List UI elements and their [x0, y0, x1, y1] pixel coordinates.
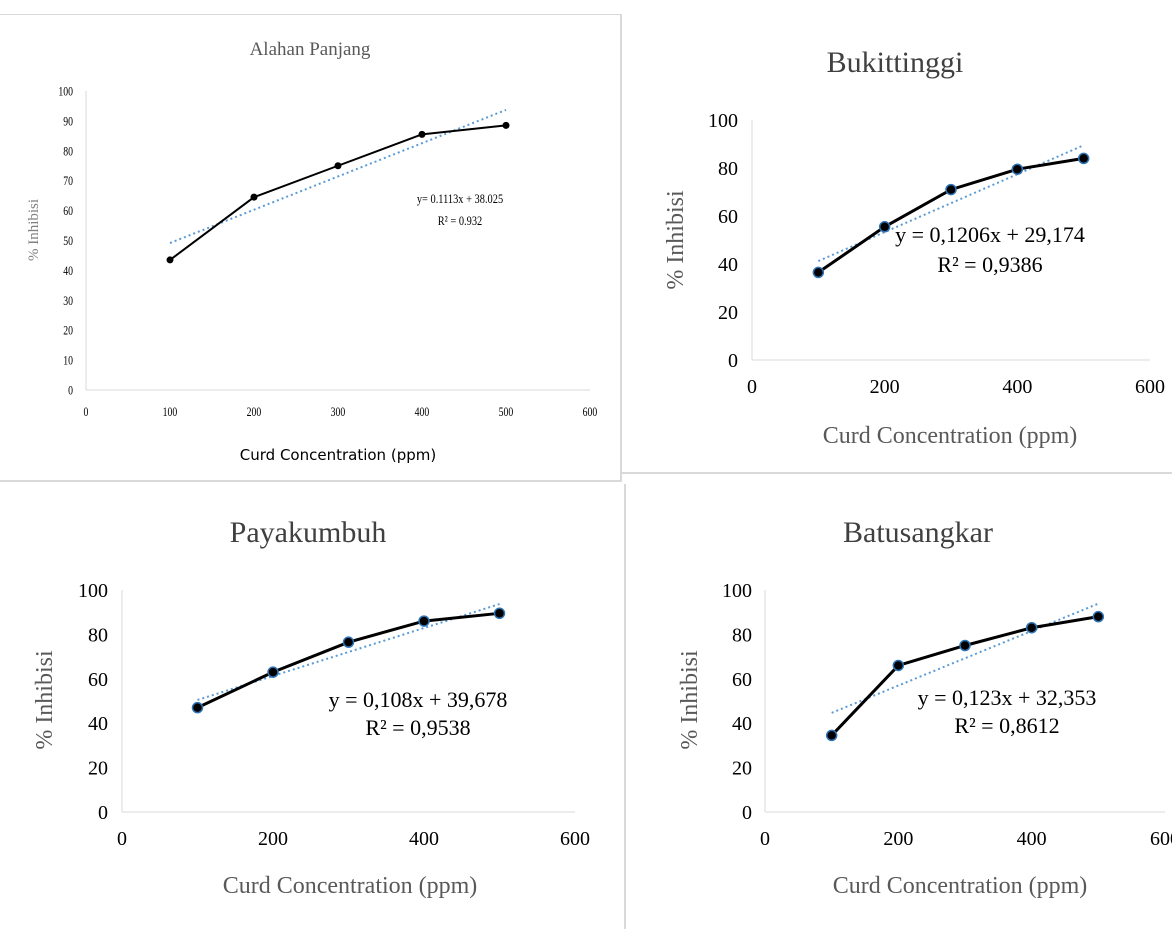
y-tick-label: 80 — [732, 624, 752, 646]
data-point — [334, 162, 342, 170]
y-tick-label: 20 — [718, 302, 738, 324]
data-point — [825, 729, 838, 742]
y-tick-label: 60 — [88, 669, 108, 691]
x-tick-label: 300 — [331, 406, 346, 420]
data-point — [250, 193, 258, 201]
y-axis-label: % Inhibisi — [677, 650, 703, 750]
y-tick-label: 0 — [728, 350, 738, 372]
chart-title: Batusangkar — [843, 516, 993, 549]
x-tick-label: 200 — [870, 376, 900, 398]
y-tick-label: 0 — [68, 384, 73, 398]
y-tick-label: 80 — [88, 624, 108, 646]
y-tick-label: 50 — [63, 235, 73, 249]
x-tick-label: 400 — [409, 828, 439, 850]
trend-equation: y = 0,1206x + 29,174 — [895, 222, 1085, 247]
data-point — [892, 659, 905, 672]
trendline — [831, 602, 1099, 714]
chart-batusangkar: Batusangkar 0 200 400 600 0 20 40 60 80 100 Curd Co… — [677, 516, 1172, 899]
data-point — [418, 615, 430, 627]
r-squared: R² = 0,9538 — [365, 715, 470, 740]
x-axis-label: Curd Concentration (ppm) — [240, 446, 436, 464]
y-tick-label: 20 — [88, 758, 108, 780]
x-axis-label: Curd Concentration (ppm) — [223, 873, 478, 899]
x-tick-label: 400 — [415, 406, 430, 420]
divider-vertical-bottom — [624, 484, 626, 929]
x-tick-label: 500 — [499, 406, 514, 420]
data-point — [1077, 152, 1090, 165]
chart-alahan-panjang: Alahan Panjang 0 100 200 300 400 500 600 0 10 20 30… — [26, 39, 598, 464]
data-point — [945, 183, 957, 196]
y-tick-label: 40 — [718, 254, 738, 276]
x-tick-label: 100 — [163, 406, 178, 420]
x-tick-label: 400 — [1002, 376, 1032, 398]
y-tick-label: 80 — [63, 145, 73, 159]
trend-equation: y= 0.1113x + 38.025 — [417, 192, 503, 206]
data-point — [959, 639, 971, 652]
x-tick-label: 0 — [747, 376, 757, 398]
data-point — [191, 701, 204, 714]
x-tick-label: 600 — [1150, 828, 1172, 850]
y-tick-label: 70 — [63, 175, 73, 189]
divider-vertical-top — [620, 14, 622, 480]
data-point — [878, 221, 891, 233]
data-point — [812, 266, 825, 279]
y-tick-label: 40 — [732, 713, 752, 735]
divider-horizontal-top-left — [0, 480, 622, 482]
data-point — [1092, 610, 1105, 623]
data-point — [1025, 621, 1038, 634]
x-tick-label: 200 — [247, 406, 262, 420]
chart-payakumbuh: Payakumbuh 0 200 400 600 0 20 40 60 80 100 Curd Con… — [32, 516, 590, 899]
x-tick-label: 400 — [1017, 828, 1047, 850]
y-tick-label: 20 — [63, 325, 73, 339]
x-tick-label: 600 — [560, 828, 590, 850]
y-tick-label: 0 — [742, 802, 752, 824]
data-point — [267, 666, 279, 678]
y-tick-label: 20 — [732, 758, 752, 780]
x-tick-label: 600 — [1135, 376, 1165, 398]
r-squared: R² = 0,9386 — [937, 252, 1042, 277]
x-tick-label: 600 — [583, 406, 598, 420]
y-tick-label: 80 — [718, 158, 738, 180]
y-tick-label: 100 — [708, 110, 738, 132]
y-tick-label: 30 — [63, 295, 73, 309]
data-point — [342, 636, 355, 648]
data-point — [502, 121, 510, 129]
y-axis-label: % Inhibisi — [663, 190, 689, 290]
x-tick-label: 0 — [84, 406, 89, 420]
data-point — [166, 256, 174, 264]
y-tick-label: 100 — [78, 580, 108, 602]
y-tick-label: 0 — [98, 802, 108, 824]
y-tick-label: 100 — [58, 85, 73, 99]
y-tick-label: 100 — [722, 580, 752, 602]
x-axis-label: Curd Concentration (ppm) — [823, 423, 1078, 449]
y-tick-label: 60 — [63, 205, 73, 219]
y-tick-label: 40 — [88, 713, 108, 735]
y-tick-label: 40 — [63, 265, 73, 279]
y-tick-label: 90 — [63, 115, 73, 129]
chart-title: Payakumbuh — [230, 516, 387, 549]
x-axis-label: Curd Concentration (ppm) — [833, 873, 1088, 899]
divider-top-left — [0, 14, 620, 15]
trend-equation: y = 0,108x + 39,678 — [329, 687, 508, 712]
chart-title: Bukittinggi — [827, 46, 964, 79]
y-tick-label: 60 — [732, 669, 752, 691]
y-tick-label: 60 — [718, 206, 738, 228]
r-squared: R² = 0.932 — [438, 214, 483, 228]
chart-bukittinggi: Bukittinggi 0 200 400 600 0 20 40 60 80 100 Curd Co… — [663, 46, 1165, 449]
trend-equation: y = 0,123x + 32,353 — [918, 685, 1097, 710]
y-tick-label: 10 — [63, 354, 73, 368]
y-axis-label: % Inhibisi — [26, 199, 42, 261]
data-point — [418, 130, 426, 138]
data-point — [1011, 163, 1024, 175]
chart-title: Alahan Panjang — [250, 39, 371, 60]
x-tick-label: 200 — [883, 828, 913, 850]
divider-horizontal-top-right — [622, 472, 1172, 474]
x-tick-label: 200 — [258, 828, 288, 850]
data-point — [493, 607, 506, 620]
x-tick-label: 0 — [760, 828, 770, 850]
x-tick-label: 0 — [117, 828, 127, 850]
r-squared: R² = 0,8612 — [954, 713, 1059, 738]
y-axis-label: % Inhibisi — [32, 650, 58, 750]
